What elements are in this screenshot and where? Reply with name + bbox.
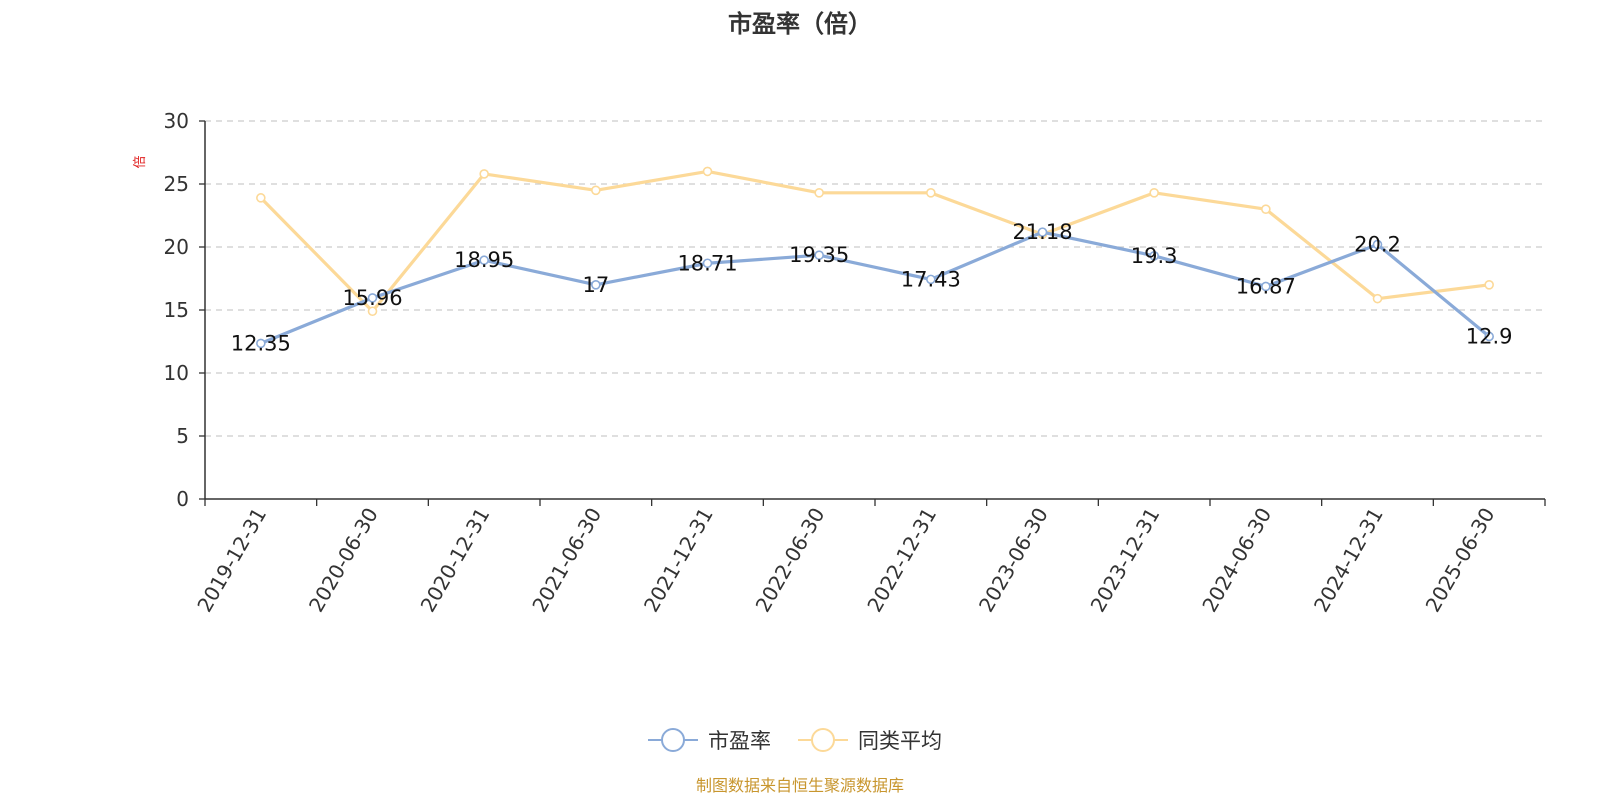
data-point bbox=[702, 166, 713, 177]
legend-marker bbox=[811, 728, 835, 752]
data-label: 20.2 bbox=[1354, 232, 1401, 256]
data-point bbox=[1037, 227, 1048, 237]
legend[interactable]: 市盈率 同类平均 bbox=[648, 728, 942, 753]
x-tick-label: 2022-06-30 bbox=[751, 504, 830, 617]
data-point bbox=[367, 293, 378, 303]
x-tick-label: 2023-12-31 bbox=[1086, 504, 1165, 617]
data-label: 12.35 bbox=[231, 331, 291, 355]
series-line bbox=[259, 169, 1491, 313]
data-label: 19.3 bbox=[1131, 244, 1178, 268]
y-tick-label: 0 bbox=[176, 487, 189, 511]
data-label: 18.71 bbox=[677, 251, 737, 275]
data-point bbox=[591, 185, 601, 196]
y-tick-label: 20 bbox=[164, 235, 189, 259]
x-tick-label: 2020-12-31 bbox=[416, 503, 495, 616]
data-point bbox=[1149, 188, 1159, 198]
y-tick-label: 30 bbox=[164, 109, 189, 133]
data-point bbox=[1261, 204, 1271, 214]
chart-title: 市盈率（倍） bbox=[728, 10, 872, 38]
data-label: 17.43 bbox=[901, 267, 961, 291]
series-line bbox=[259, 230, 1491, 345]
legend-label: 市盈率 bbox=[708, 729, 771, 753]
data-label: 17 bbox=[582, 273, 609, 297]
data-label: 21.18 bbox=[1012, 220, 1072, 244]
y-tick-label: 25 bbox=[164, 172, 189, 196]
data-point bbox=[814, 188, 824, 198]
data-point bbox=[926, 188, 936, 198]
data-point bbox=[591, 279, 601, 290]
data-point bbox=[1484, 279, 1494, 290]
data-point bbox=[479, 169, 489, 179]
series bbox=[256, 166, 1494, 349]
x-tick-label: 2024-06-30 bbox=[1197, 504, 1276, 617]
y-tick-label: 15 bbox=[164, 298, 189, 322]
legend-item[interactable]: 同类平均 bbox=[798, 728, 942, 753]
data-label: 15.96 bbox=[342, 286, 402, 310]
grid-lines bbox=[205, 120, 1545, 437]
data-point bbox=[1372, 239, 1383, 250]
data-point bbox=[1261, 281, 1271, 292]
source-note: 制图数据来自恒生聚源数据库 bbox=[696, 776, 904, 795]
legend-marker bbox=[661, 728, 685, 752]
data-point bbox=[256, 193, 266, 203]
y-tick-label: 10 bbox=[164, 361, 189, 385]
data-point bbox=[1372, 293, 1383, 304]
legend-label: 同类平均 bbox=[858, 729, 942, 753]
x-tick-label: 2019-12-31 bbox=[192, 504, 271, 617]
data-label: 18.95 bbox=[454, 248, 514, 272]
data-point bbox=[367, 306, 378, 317]
data-point bbox=[926, 274, 936, 285]
x-tick-label: 2025-06-30 bbox=[1421, 504, 1500, 617]
data-label: 16.87 bbox=[1236, 274, 1296, 298]
data-label: 19.35 bbox=[789, 243, 849, 267]
y-tick-label: 5 bbox=[176, 424, 189, 448]
x-tick-label: 2023-06-30 bbox=[974, 504, 1053, 617]
data-point bbox=[1149, 251, 1159, 261]
axes: 0 5 10 15 20 25 30 2019-12-31 2020-06-30 2020-12-… bbox=[164, 109, 1546, 617]
x-tick-label: 2020-06-30 bbox=[304, 504, 383, 617]
x-tick-label: 2022-12-31 bbox=[862, 503, 941, 616]
x-tick-label: 2024-12-31 bbox=[1309, 504, 1388, 617]
data-point bbox=[814, 250, 824, 260]
data-labels: 12.35 15.96 18.95 17 18.71 19.35 17.43 21.18 19.… bbox=[231, 220, 1513, 355]
data-point bbox=[256, 338, 266, 349]
data-label: 12.9 bbox=[1466, 324, 1513, 348]
data-point bbox=[702, 258, 713, 269]
x-tick-label: 2021-06-30 bbox=[527, 504, 606, 617]
legend-item[interactable]: 市盈率 bbox=[648, 728, 771, 753]
x-tick-label: 2021-12-31 bbox=[639, 504, 718, 617]
data-point bbox=[479, 255, 489, 266]
y-axis-unit: 倍 bbox=[133, 155, 148, 168]
data-point bbox=[1484, 331, 1494, 342]
